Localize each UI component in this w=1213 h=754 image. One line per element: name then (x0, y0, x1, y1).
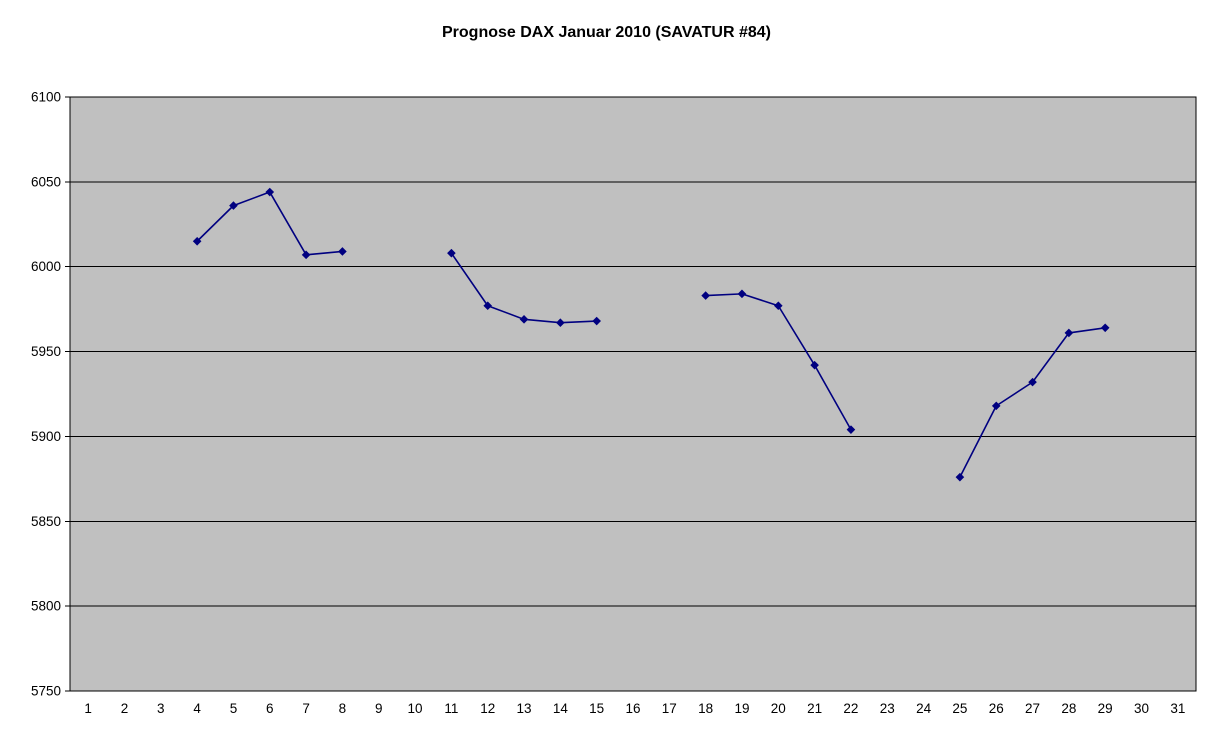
data-point-marker (556, 318, 565, 328)
data-point-marker (737, 289, 747, 299)
x-axis-label: 6 (266, 701, 274, 716)
x-axis-label: 20 (771, 701, 786, 716)
data-point-marker (265, 187, 275, 197)
data-point-marker (483, 301, 493, 311)
x-axis-label: 30 (1134, 701, 1149, 716)
x-axis-label: 24 (916, 701, 932, 716)
y-axis-label: 5850 (31, 514, 61, 529)
x-axis-label: 9 (375, 701, 383, 716)
x-axis-label: 19 (734, 701, 749, 716)
y-axis-label: 5800 (31, 599, 61, 614)
x-axis-label: 7 (302, 701, 310, 716)
x-axis-label: 8 (339, 701, 347, 716)
x-axis-label: 23 (880, 701, 895, 716)
x-axis-label: 25 (952, 701, 967, 716)
data-point-marker (192, 236, 202, 246)
x-axis-label: 11 (444, 701, 458, 716)
y-axis-label: 6000 (31, 259, 61, 274)
y-axis-label: 5950 (31, 344, 61, 359)
data-point-marker (773, 301, 783, 311)
plot-area (70, 97, 1196, 691)
x-axis-label: 15 (589, 701, 604, 716)
data-point-marker (701, 291, 710, 300)
data-point-marker (810, 360, 819, 370)
x-axis-label: 12 (480, 701, 495, 716)
data-point-marker (846, 425, 856, 434)
x-axis-label: 21 (807, 701, 822, 716)
y-axis-label: 5900 (31, 429, 61, 444)
x-axis-label: 5 (230, 701, 238, 716)
chart-title: Prognose DAX Januar 2010 (SAVATUR #84) (442, 24, 771, 41)
y-axis-label: 6100 (31, 90, 61, 105)
data-point-marker (1028, 377, 1037, 387)
x-axis-label: 10 (408, 701, 423, 716)
x-axis-label: 2 (121, 701, 129, 716)
data-point-marker (447, 248, 456, 258)
data-point-marker (301, 250, 311, 260)
x-axis-label: 1 (84, 701, 92, 716)
x-axis-label: 27 (1025, 701, 1040, 716)
x-axis-label: 28 (1061, 701, 1076, 716)
data-point-marker (955, 472, 965, 482)
plot-border (69, 96, 1197, 692)
x-axis-label: 18 (698, 701, 713, 716)
x-axis-label: 3 (157, 701, 165, 716)
data-point-marker (229, 201, 238, 210)
x-axis-label: 29 (1098, 701, 1113, 716)
x-axis-label: 26 (989, 701, 1004, 716)
x-axis-label: 13 (517, 701, 532, 716)
x-axis-label: 31 (1170, 701, 1185, 716)
data-point-marker (592, 316, 601, 326)
data-point-marker (519, 315, 529, 324)
data-point-marker (991, 401, 1001, 411)
x-axis-label: 14 (553, 701, 569, 716)
x-axis-label: 17 (662, 701, 677, 716)
x-axis-label: 22 (843, 701, 858, 716)
data-point-marker (1064, 328, 1074, 338)
y-axis-label: 6050 (31, 174, 61, 189)
data-point-marker (338, 247, 347, 256)
y-axis-label: 5750 (31, 684, 61, 699)
x-axis-label: 4 (193, 701, 201, 716)
data-point-marker (1100, 323, 1110, 333)
x-axis-label: 16 (625, 701, 640, 716)
